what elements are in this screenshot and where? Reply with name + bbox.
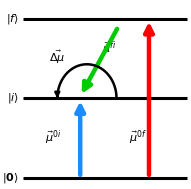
Text: $\vec{\Delta\mu}$: $\vec{\Delta\mu}$ xyxy=(49,48,65,66)
Text: $\vec{\mu}^{0i}$: $\vec{\mu}^{0i}$ xyxy=(45,129,62,147)
Text: $|f\rangle$: $|f\rangle$ xyxy=(6,12,19,26)
Text: $|\mathbf{0}\rangle$: $|\mathbf{0}\rangle$ xyxy=(2,171,19,185)
Text: $\vec{\mu}^{0f}$: $\vec{\mu}^{0f}$ xyxy=(129,129,146,147)
Text: $\vec{\mu}^{fi}$: $\vec{\mu}^{fi}$ xyxy=(102,40,116,58)
Text: $|i\rangle$: $|i\rangle$ xyxy=(7,91,19,105)
